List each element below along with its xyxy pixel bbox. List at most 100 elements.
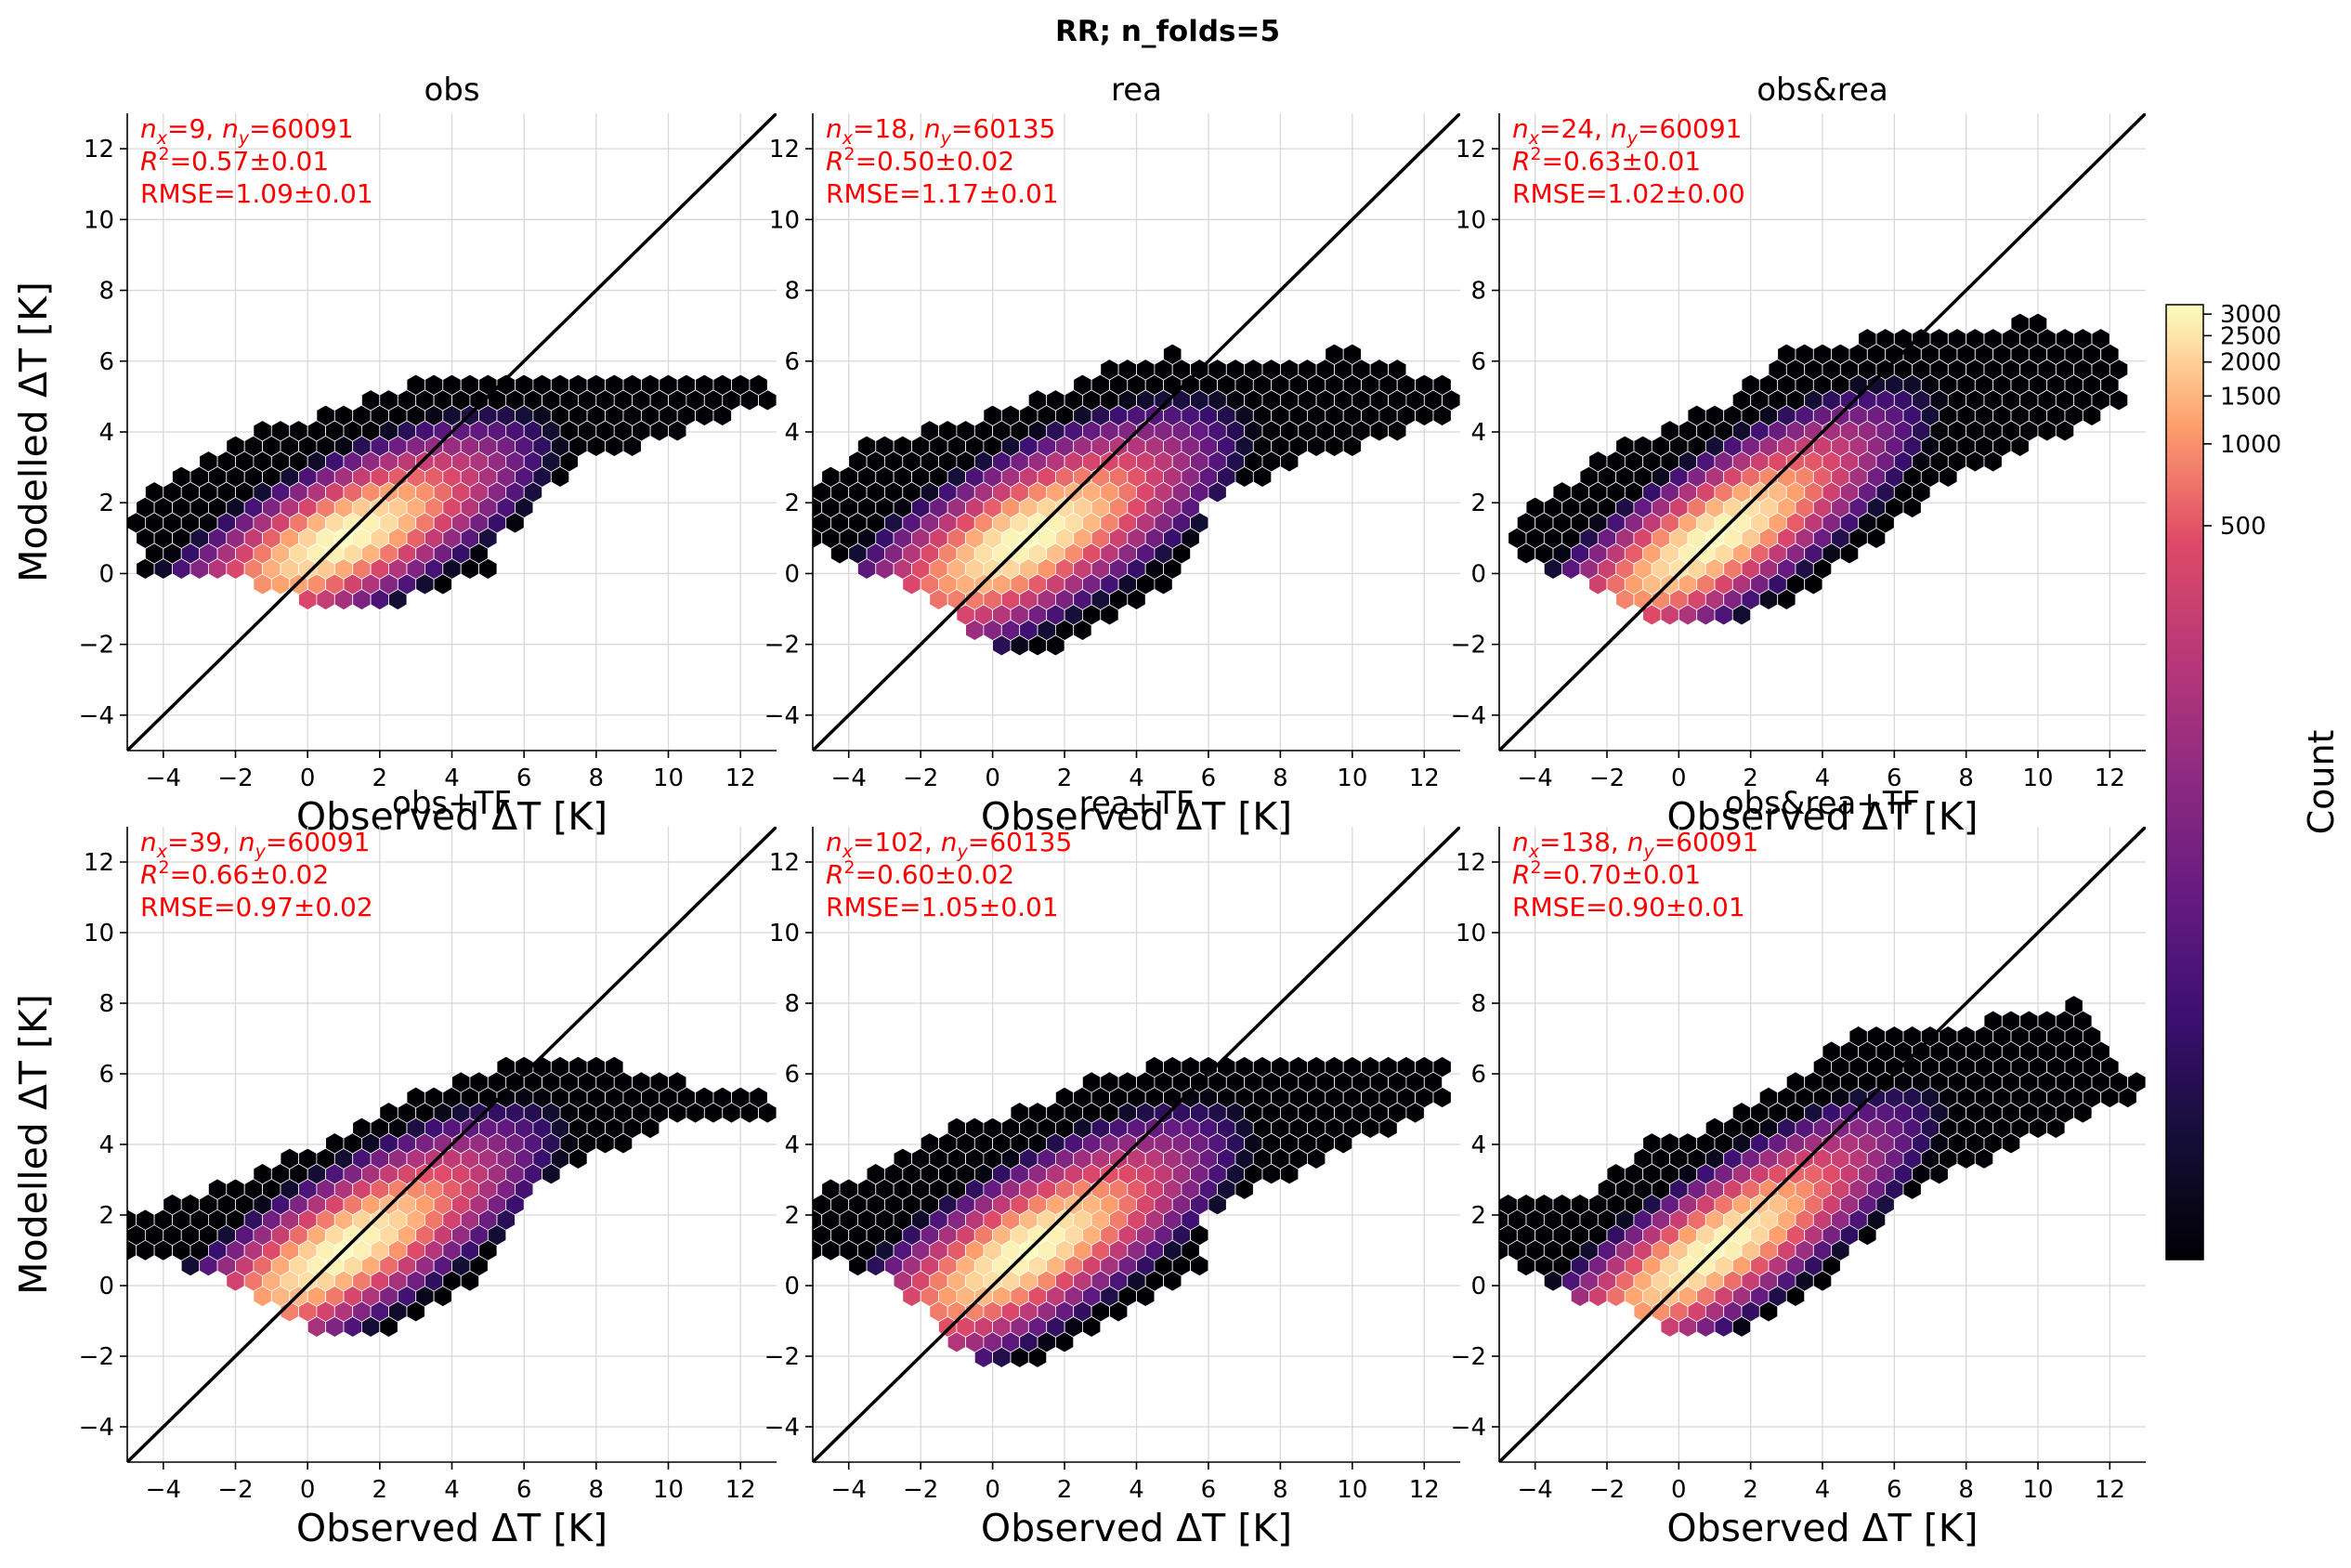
x-tick-label: −4 — [1518, 1476, 1553, 1504]
hexbin-cell — [1388, 359, 1407, 381]
y-tick-label: −2 — [764, 632, 800, 660]
x-tick-label: 6 — [1201, 1476, 1217, 1504]
x-tick-label: 0 — [985, 1476, 1000, 1504]
y-tick-label: 6 — [784, 348, 800, 376]
y-tick-label: 8 — [784, 278, 800, 306]
x-tick-label: 8 — [1958, 764, 1974, 792]
sample-size-annotation: nx=18, ny=60135 — [826, 113, 1055, 149]
hexbin-cell — [668, 1071, 687, 1093]
colorbar-tick-label: 500 — [2220, 513, 2266, 541]
y-tick-label: 10 — [84, 920, 114, 947]
x-tick-label: 6 — [1887, 1476, 1902, 1504]
subplot-title: obs+TF — [392, 785, 512, 822]
x-tick-label: 8 — [1273, 1476, 1288, 1504]
one-to-one-line — [1499, 827, 2146, 1462]
x-axis-label: Observed ΔT [K] — [981, 1506, 1292, 1550]
y-tick-label: 12 — [84, 849, 114, 877]
y-tick-label: 0 — [1470, 560, 1486, 588]
colorbar-label: Count — [2301, 730, 2342, 835]
r2-annotation: R2=0.50±0.02 — [826, 144, 1014, 176]
y-tick-label: 2 — [1470, 1202, 1486, 1230]
x-tick-label: 4 — [444, 764, 460, 792]
x-tick-label: 2 — [1057, 1476, 1073, 1504]
x-tick-label: 10 — [1337, 1476, 1367, 1504]
r2-value: 0.63±0.01 — [1563, 146, 1701, 176]
hexbin-layer — [813, 1055, 1452, 1368]
y-tick-label: 8 — [98, 278, 114, 306]
y-tick-label: 10 — [769, 206, 800, 234]
y-tick-label: −2 — [79, 632, 114, 660]
one-to-one-line — [813, 827, 1460, 1462]
y-tick-label: 10 — [769, 920, 800, 947]
subplot-6: −4 −2 0 2 4 6 8 10 12 −4 −2 0 2 4 6 8 10 12 obs&rea+TF Obse… — [1451, 785, 2146, 1550]
x-tick-label: −4 — [1518, 764, 1553, 792]
y-tick-label: 2 — [1470, 490, 1486, 517]
subplot-title: obs&rea — [1757, 72, 1888, 109]
x-tick-label: −2 — [217, 764, 253, 792]
x-tick-label: 0 — [1671, 1476, 1687, 1504]
y-tick-label: 6 — [98, 1061, 114, 1089]
hexbin-cell — [1432, 373, 1452, 396]
colorbar-gradient — [2165, 304, 2204, 1261]
x-tick-label: 4 — [1815, 1476, 1831, 1504]
y-tick-label: 0 — [1470, 1273, 1486, 1300]
x-tick-label: 6 — [1201, 764, 1217, 792]
colorbar-tick-label: 2000 — [2220, 349, 2281, 377]
colorbar-tick-label: 2500 — [2220, 322, 2281, 350]
subplot-title: obs — [424, 72, 479, 109]
y-tick-label: 10 — [1456, 920, 1486, 947]
hexbin-cell — [749, 1086, 768, 1109]
nx-value: 39 — [189, 827, 222, 857]
hexbin-cell — [1342, 343, 1362, 365]
r2-annotation: R2=0.66±0.02 — [140, 857, 329, 890]
y-axis-label: Modelled ΔT [K] — [11, 281, 56, 582]
x-tick-label: 8 — [589, 764, 605, 792]
y-tick-label: −4 — [79, 702, 114, 730]
x-tick-label: 4 — [1129, 1476, 1144, 1504]
y-tick-label: −2 — [764, 1343, 800, 1371]
subplot-grid: −4 −2 0 2 4 6 8 10 12 −4 −2 0 2 4 6 8 10 12 obs Observed ΔT… — [11, 72, 2146, 1550]
y-tick-label: 8 — [784, 990, 800, 1018]
y-tick-label: 12 — [1456, 849, 1486, 877]
nx-value: 9 — [189, 113, 205, 144]
x-tick-label: 4 — [444, 1476, 460, 1504]
y-tick-label: 12 — [1456, 136, 1486, 163]
x-tick-label: −4 — [146, 1476, 181, 1504]
x-tick-label: 12 — [725, 764, 756, 792]
y-tick-label: 4 — [1470, 1131, 1486, 1159]
x-tick-label: 10 — [1337, 764, 1367, 792]
subplot-4: −4 −2 0 2 4 6 8 10 12 −4 −2 0 2 4 6 8 10 12 obs+TF Observed… — [11, 785, 777, 1550]
y-tick-label: −4 — [764, 702, 800, 730]
rmse-annotation: RMSE=1.02±0.00 — [1512, 178, 1745, 209]
sample-size-annotation: nx=9, ny=60091 — [140, 113, 354, 149]
y-tick-label: 12 — [769, 136, 800, 163]
y-tick-label: 6 — [784, 1061, 800, 1089]
rmse-annotation: RMSE=1.05±0.01 — [826, 892, 1059, 922]
x-tick-label: 10 — [2022, 764, 2053, 792]
x-tick-label: 12 — [2095, 1476, 2125, 1504]
x-tick-label: −2 — [903, 764, 938, 792]
y-tick-label: 4 — [1470, 419, 1486, 447]
x-tick-label: 2 — [1057, 764, 1073, 792]
y-tick-label: 2 — [98, 1202, 114, 1230]
x-tick-label: 6 — [516, 1476, 532, 1504]
figure-title: RR; n_folds=5 — [1055, 15, 1280, 48]
one-to-one-line — [127, 827, 777, 1462]
hexbin-cell — [2064, 995, 2083, 1017]
x-tick-label: 12 — [2095, 764, 2125, 792]
hexbin-layer — [127, 1055, 777, 1338]
one-to-one-line — [1499, 113, 2146, 751]
hexbin-cell — [2127, 1071, 2146, 1093]
y-tick-label: 8 — [1470, 990, 1486, 1018]
x-tick-label: 4 — [1129, 764, 1144, 792]
ny-value: 60135 — [989, 827, 1072, 857]
x-tick-label: 8 — [1958, 1476, 1974, 1504]
y-tick-label: −2 — [1451, 632, 1486, 660]
y-tick-label: 6 — [98, 348, 114, 376]
y-tick-label: −4 — [1451, 702, 1486, 730]
x-tick-label: −2 — [1589, 1476, 1625, 1504]
x-tick-label: 2 — [372, 1476, 388, 1504]
